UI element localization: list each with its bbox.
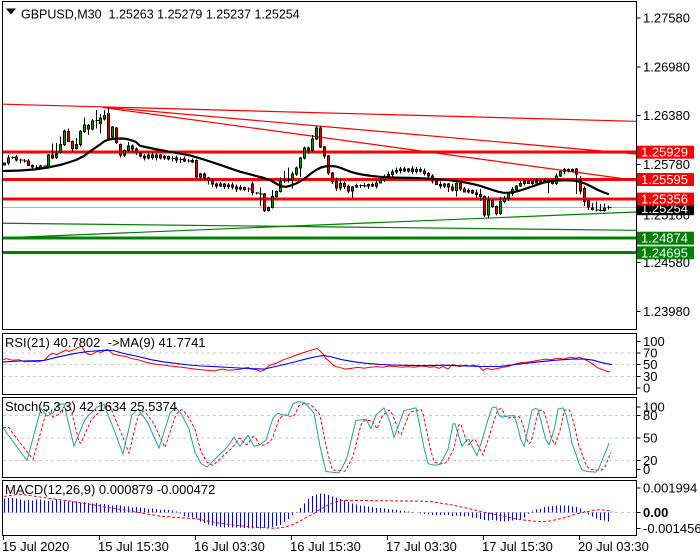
svg-text:1.25929: 1.25929 bbox=[641, 145, 688, 160]
svg-text:30: 30 bbox=[643, 369, 657, 384]
svg-text:1.24695: 1.24695 bbox=[641, 245, 688, 260]
svg-text:GBPUSD,M30 1.25263 1.25279 1.: GBPUSD,M30 1.25263 1.25279 1.25237 1.252… bbox=[21, 8, 300, 22]
svg-text:0: 0 bbox=[643, 462, 650, 477]
svg-text:1.25595: 1.25595 bbox=[641, 172, 688, 187]
svg-text:15 Jul 15:30: 15 Jul 15:30 bbox=[98, 539, 169, 554]
svg-text:16 Jul 15:30: 16 Jul 15:30 bbox=[290, 539, 361, 554]
svg-text:17 Jul 15:30: 17 Jul 15:30 bbox=[482, 539, 553, 554]
svg-text:1.23980: 1.23980 bbox=[643, 304, 690, 319]
svg-text:1.26980: 1.26980 bbox=[643, 59, 690, 74]
svg-text:0: 0 bbox=[643, 381, 650, 396]
svg-text:MACD(12,26,9) 0.000879 -0.0004: MACD(12,26,9) 0.000879 -0.000472 bbox=[5, 482, 215, 497]
svg-text:70: 70 bbox=[643, 345, 657, 360]
svg-text:17 Jul 03:30: 17 Jul 03:30 bbox=[386, 539, 457, 554]
svg-text:0.001994: 0.001994 bbox=[643, 481, 697, 496]
svg-text:15 Jul 2020: 15 Jul 2020 bbox=[2, 539, 69, 554]
svg-text:1.25780: 1.25780 bbox=[643, 157, 690, 172]
svg-text:1.26380: 1.26380 bbox=[643, 108, 690, 123]
svg-text:Stoch(5,3,3) 42.1634 25.5374: Stoch(5,3,3) 42.1634 25.5374 bbox=[5, 399, 177, 414]
svg-text:80: 80 bbox=[643, 408, 657, 423]
svg-text:1.27580: 1.27580 bbox=[643, 10, 690, 25]
svg-text:50: 50 bbox=[643, 431, 657, 446]
svg-text:100: 100 bbox=[643, 334, 665, 349]
svg-text:0.00: 0.00 bbox=[643, 505, 668, 520]
svg-text:100: 100 bbox=[643, 400, 665, 415]
svg-text:RSI(21) 40.7802 ->MA(9) 41.77: RSI(21) 40.7802 ->MA(9) 41.7741 bbox=[5, 335, 206, 350]
svg-text:1.25356: 1.25356 bbox=[641, 192, 688, 207]
svg-text:-0.001456: -0.001456 bbox=[643, 521, 700, 536]
svg-text:1.24874: 1.24874 bbox=[641, 231, 688, 246]
svg-text:20 Jul 03:30: 20 Jul 03:30 bbox=[578, 539, 649, 554]
svg-text:50: 50 bbox=[643, 357, 657, 372]
svg-text:16 Jul 03:30: 16 Jul 03:30 bbox=[194, 539, 265, 554]
svg-text:20: 20 bbox=[643, 453, 657, 468]
